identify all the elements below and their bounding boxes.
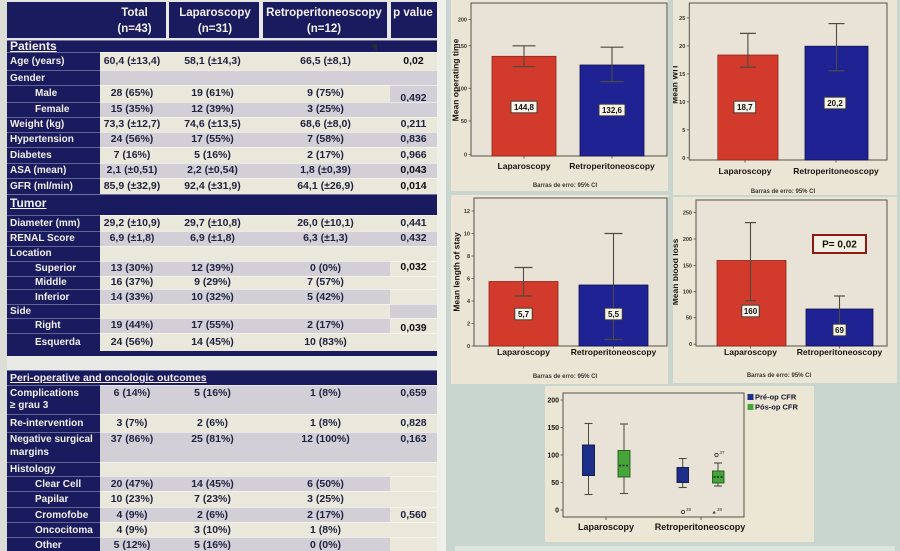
svg-text:69: 69 bbox=[835, 326, 844, 335]
svg-text:150: 150 bbox=[547, 425, 559, 432]
svg-text:20,2: 20,2 bbox=[827, 99, 843, 108]
svg-text:200: 200 bbox=[458, 18, 467, 24]
svg-text:10: 10 bbox=[464, 232, 470, 238]
svg-text:25: 25 bbox=[679, 16, 685, 22]
svg-text:100: 100 bbox=[458, 86, 467, 92]
svg-text:Barras de erro: 95% CI: Barras de erro: 95% CI bbox=[533, 374, 598, 380]
svg-text:12: 12 bbox=[464, 209, 470, 215]
svg-text:160: 160 bbox=[744, 307, 758, 316]
svg-text:100: 100 bbox=[683, 290, 692, 296]
svg-text:P= 0,02: P= 0,02 bbox=[822, 240, 857, 251]
svg-text:39: 39 bbox=[686, 507, 692, 512]
svg-text:Mean length of stay: Mean length of stay bbox=[452, 232, 462, 312]
svg-text:Mean operating time: Mean operating time bbox=[451, 38, 461, 121]
svg-text:0: 0 bbox=[555, 508, 559, 515]
svg-text:Barras de erro: 95% CI: Barras de erro: 95% CI bbox=[533, 183, 598, 189]
svg-text:Retroperitoneoscopy: Retroperitoneoscopy bbox=[655, 522, 746, 532]
svg-text:15: 15 bbox=[679, 72, 685, 78]
svg-text:2: 2 bbox=[467, 322, 470, 328]
svg-text:Barras de erro: 95% CI: Barras de erro: 95% CI bbox=[751, 189, 816, 195]
svg-text:20: 20 bbox=[679, 44, 685, 50]
svg-text:144,8: 144,8 bbox=[514, 103, 535, 112]
svg-text:5,7: 5,7 bbox=[518, 310, 530, 319]
svg-text:10: 10 bbox=[679, 100, 685, 106]
svg-text:200: 200 bbox=[683, 237, 692, 243]
svg-text:0: 0 bbox=[689, 342, 692, 348]
svg-text:Laparoscopy: Laparoscopy bbox=[497, 347, 550, 357]
svg-text:100: 100 bbox=[547, 453, 559, 460]
svg-text:150: 150 bbox=[458, 44, 467, 50]
svg-text:39: 39 bbox=[717, 507, 723, 512]
svg-text:6: 6 bbox=[467, 277, 470, 283]
svg-text:Retroperitoneoscopy: Retroperitoneoscopy bbox=[569, 161, 655, 171]
svg-text:132,6: 132,6 bbox=[602, 106, 623, 115]
svg-text:Retroperitoneoscopy: Retroperitoneoscopy bbox=[797, 347, 883, 357]
svg-text:Retroperitoneoscopy: Retroperitoneoscopy bbox=[571, 347, 657, 357]
svg-text:Barras de erro: 95% CI: Barras de erro: 95% CI bbox=[747, 373, 812, 379]
svg-text:Laparoscopy: Laparoscopy bbox=[578, 522, 634, 532]
svg-text:Mean blood loss: Mean blood loss bbox=[673, 238, 680, 305]
svg-text:150: 150 bbox=[683, 264, 692, 270]
svg-text:50: 50 bbox=[551, 480, 559, 487]
svg-text:Laparoscopy: Laparoscopy bbox=[724, 347, 777, 357]
svg-text:5: 5 bbox=[682, 128, 685, 134]
svg-text:50: 50 bbox=[461, 119, 467, 125]
svg-text:0: 0 bbox=[467, 344, 470, 350]
svg-text:50: 50 bbox=[686, 316, 692, 322]
svg-text:37: 37 bbox=[720, 450, 726, 455]
svg-text:4: 4 bbox=[467, 299, 471, 305]
svg-text:18,7: 18,7 bbox=[737, 103, 753, 112]
svg-text:Pré-op CFR: Pré-op CFR bbox=[755, 393, 797, 402]
svg-text:8: 8 bbox=[467, 254, 470, 260]
svg-text:Laparoscopy: Laparoscopy bbox=[498, 161, 551, 171]
svg-text:Pós-op CFR: Pós-op CFR bbox=[755, 403, 798, 412]
svg-text:Retroperitoneoscopy: Retroperitoneoscopy bbox=[793, 166, 879, 176]
svg-text:200: 200 bbox=[547, 398, 559, 405]
svg-text:Mean WIT: Mean WIT bbox=[673, 63, 680, 103]
svg-text:250: 250 bbox=[683, 211, 692, 217]
svg-text:Laparoscopy: Laparoscopy bbox=[719, 166, 772, 176]
svg-text:0: 0 bbox=[464, 152, 467, 158]
svg-text:0: 0 bbox=[682, 156, 685, 162]
svg-text:5,5: 5,5 bbox=[608, 310, 620, 319]
